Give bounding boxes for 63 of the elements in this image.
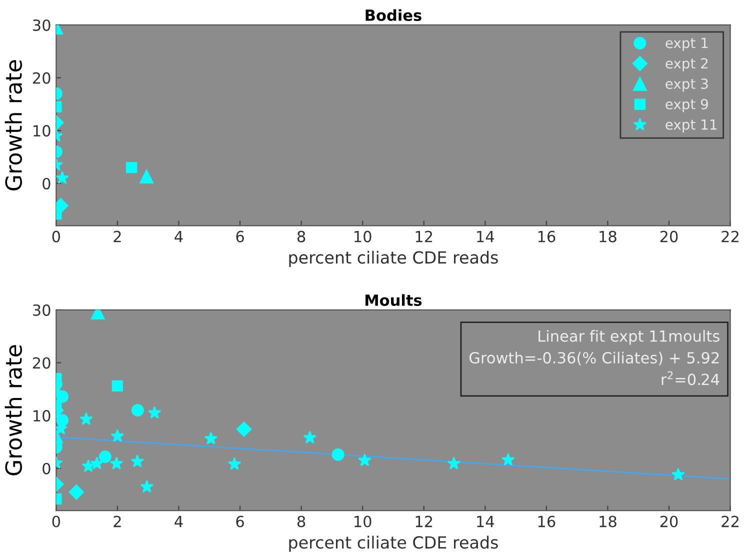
x-tick-label: 18 (600, 230, 616, 242)
point (82, 459, 95, 472)
x-tick-label: 2 (114, 230, 121, 242)
x-tick-label: 0 (52, 516, 60, 528)
x-tick-label: 16 (538, 230, 556, 242)
point (80, 412, 93, 425)
y-tick-label: 20 (32, 72, 50, 84)
y-tick-label: 0 (42, 178, 50, 190)
point (228, 457, 242, 470)
x-tick-label: 20 (660, 230, 678, 242)
legend-label: expt 3 (666, 78, 708, 92)
x-tick-label: 20 (660, 516, 678, 528)
x-axis-title: percent ciliate CDE reads (289, 250, 498, 267)
point (131, 404, 144, 417)
x-tick-label: 10 (354, 230, 372, 242)
point (130, 454, 144, 468)
point (56, 414, 69, 427)
x-tick-label: 14 (477, 516, 494, 528)
legend-label: expt 9 (666, 98, 708, 112)
x-tick-label: 4 (174, 516, 183, 528)
x-tick-label: 0 (52, 230, 60, 242)
point (90, 456, 104, 470)
point (110, 429, 124, 442)
x-tick-label: 4 (174, 230, 183, 242)
legend-label: expt 1 (666, 38, 708, 51)
x-tick-label: 8 (297, 516, 306, 528)
point (447, 456, 461, 470)
x-tick-label: 14 (477, 230, 494, 242)
x-tick-label: 10 (354, 516, 372, 528)
y-tick-label: 30 (33, 304, 50, 316)
x-tick-label: 22 (722, 516, 738, 528)
chart-title: Moults (366, 294, 422, 306)
y-tick-label: 30 (33, 19, 50, 31)
point (98, 450, 112, 463)
y-tick-label: 20 (32, 357, 50, 369)
chart-title: Bodies (366, 9, 422, 22)
point (140, 480, 154, 493)
y-tick-label: 0 (42, 462, 50, 474)
x-tick-label: 8 (297, 230, 306, 242)
point (110, 456, 124, 470)
x-tick-label: 6 (236, 230, 244, 242)
y-axis-title: Growth rate (4, 60, 22, 190)
point (303, 430, 317, 444)
point (204, 432, 218, 445)
legend-label: expt 2 (666, 58, 708, 72)
x-tick-label: 16 (538, 516, 556, 528)
x-tick-label: 2 (114, 516, 121, 528)
x-tick-label: 12 (416, 230, 432, 242)
legend-label: expt 11 (666, 119, 716, 132)
point (672, 468, 685, 480)
x-tick-label: 18 (600, 516, 616, 528)
x-tick-label: 12 (416, 516, 432, 528)
x-axis-title: percent ciliate CDE reads (289, 536, 498, 552)
y-tick-label: 10 (34, 125, 50, 137)
x-tick-label: 6 (236, 516, 244, 528)
point (332, 448, 344, 461)
y-axis-title: Growth rate (4, 345, 22, 476)
point (148, 406, 162, 419)
annotation: Linear fit expt 11moults Growth=-0.36(% Ciliates) + 5.92 r$^{2}$=0.24 (469, 330, 720, 386)
y-tick-label: 10 (34, 410, 50, 422)
x-tick-label: 22 (722, 230, 738, 242)
point (358, 453, 372, 466)
point (501, 452, 515, 466)
